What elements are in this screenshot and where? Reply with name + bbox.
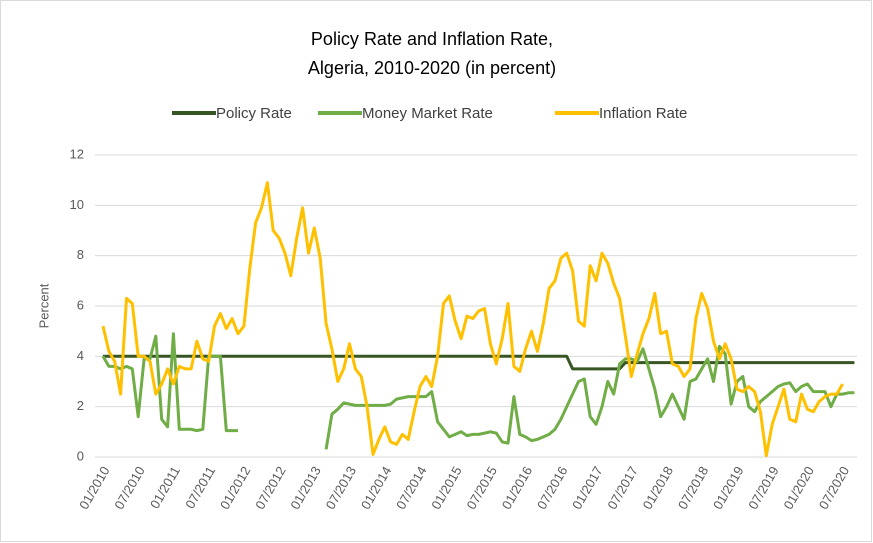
- y-tick-label: 6: [77, 297, 84, 312]
- chart-subtitle: Algeria, 2010-2020 (in percent): [308, 58, 556, 78]
- data-line: [103, 354, 855, 371]
- y-tick-label: 0: [77, 448, 84, 463]
- legend-label: Inflation Rate: [599, 105, 687, 122]
- legend-label: Policy Rate: [216, 105, 292, 122]
- chart-title: Policy Rate and Inflation Rate,: [311, 29, 553, 49]
- y-axis-label: Percent: [36, 283, 51, 328]
- y-tick-label: 2: [77, 398, 84, 413]
- data-line: [101, 181, 844, 458]
- y-tick-label: 10: [70, 197, 84, 212]
- y-tick-label: 8: [77, 247, 84, 262]
- y-tick-label: 12: [70, 146, 84, 161]
- y-tick-label: 4: [77, 348, 84, 363]
- legend-label: Money Market Rate: [362, 105, 493, 122]
